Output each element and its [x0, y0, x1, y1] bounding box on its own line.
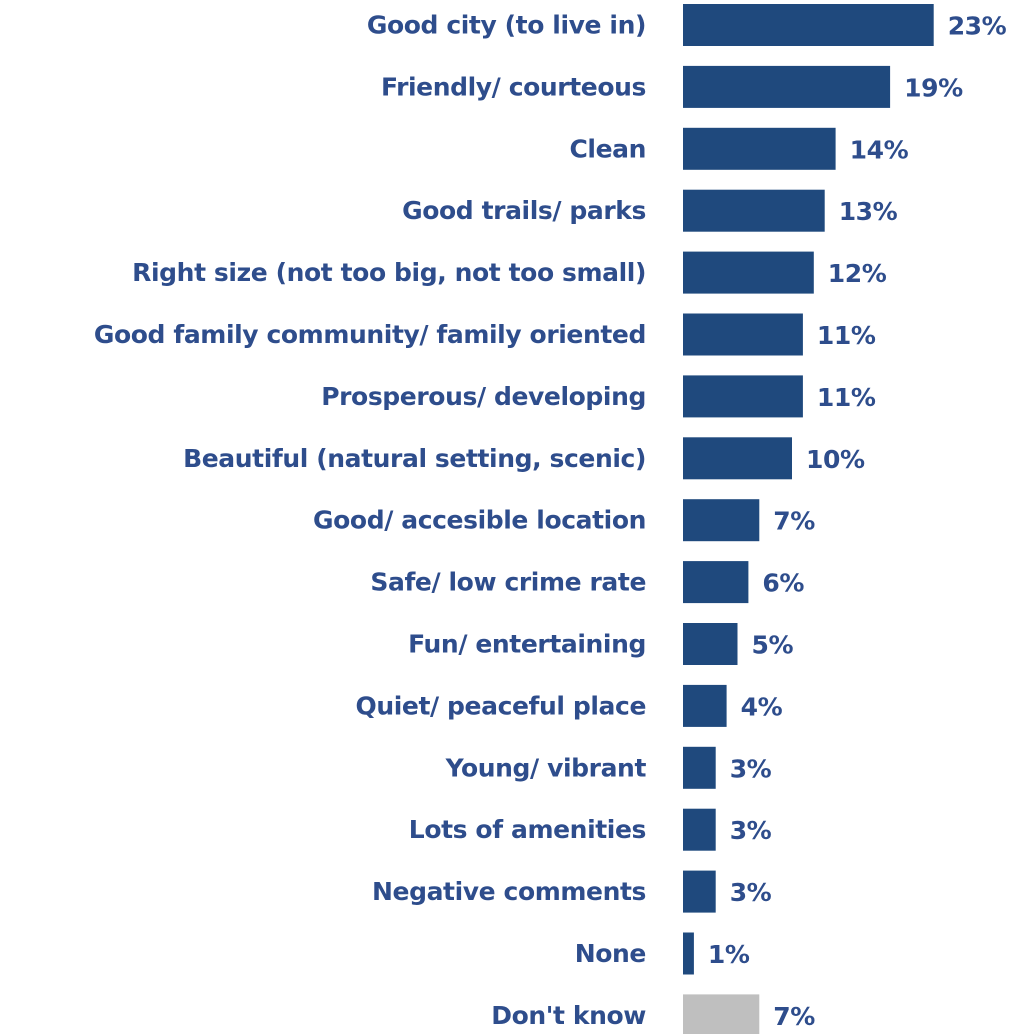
- category-label: Young/ vibrant: [445, 753, 647, 782]
- category-label: Right size (not too big, not too small): [132, 258, 646, 287]
- value-label: 10%: [806, 445, 865, 474]
- category-label: Clean: [569, 134, 646, 163]
- bar: [683, 251, 814, 294]
- category-label: Lots of amenities: [409, 815, 646, 844]
- value-label: 23%: [948, 12, 1007, 41]
- category-labels: Good city (to live in) Friendly/ courteou…: [94, 11, 647, 1030]
- bar: [683, 375, 803, 418]
- value-label: 3%: [730, 816, 772, 845]
- bar: [683, 808, 716, 851]
- category-label: Good trails/ parks: [402, 196, 646, 225]
- value-labels: 23% 19% 14% 13% 12% 11% 11% 10% 7% 6% 5% 4% 3% 3% 3% 1%…: [708, 12, 1007, 1031]
- bars: [683, 4, 934, 1034]
- bar: [683, 313, 803, 356]
- bar: [683, 127, 836, 170]
- bar: [683, 189, 825, 232]
- category-label: Safe/ low crime rate: [370, 568, 646, 597]
- value-label: 14%: [850, 135, 909, 164]
- bar: [683, 65, 891, 108]
- category-label: Negative comments: [372, 877, 646, 906]
- category-label: Fun/ entertaining: [408, 630, 646, 659]
- value-label: 19%: [904, 73, 963, 102]
- category-label: Beautiful (natural setting, scenic): [183, 444, 646, 473]
- value-label: 13%: [839, 197, 898, 226]
- category-label: None: [575, 939, 646, 968]
- value-label: 6%: [762, 569, 804, 598]
- bar-dont-know: [683, 994, 760, 1034]
- category-label: Quiet/ peaceful place: [355, 691, 646, 720]
- value-label: 1%: [708, 940, 750, 969]
- value-label: 4%: [741, 692, 783, 721]
- category-label: Friendly/ courteous: [381, 72, 646, 101]
- value-label: 5%: [752, 631, 794, 660]
- bar: [683, 623, 738, 665]
- bar: [683, 870, 716, 913]
- bar: [683, 746, 716, 789]
- category-label: Prosperous/ developing: [321, 382, 646, 411]
- bar: [683, 4, 934, 46]
- bar: [683, 437, 792, 480]
- category-label: Good city (to live in): [367, 11, 646, 40]
- category-label: Good family community/ family oriented: [94, 320, 646, 349]
- value-label: 3%: [730, 754, 772, 783]
- bar: [683, 932, 694, 975]
- value-label: 7%: [773, 507, 815, 536]
- value-label: 12%: [828, 259, 887, 288]
- category-label: Good/ accesible location: [313, 506, 646, 535]
- value-label: 11%: [817, 383, 876, 412]
- bar: [683, 499, 760, 542]
- bar: [683, 684, 727, 727]
- bar: [683, 561, 749, 604]
- category-label: Don't know: [491, 1001, 646, 1030]
- value-label: 7%: [773, 1002, 815, 1031]
- value-label: 3%: [730, 878, 772, 907]
- value-label: 11%: [817, 321, 876, 350]
